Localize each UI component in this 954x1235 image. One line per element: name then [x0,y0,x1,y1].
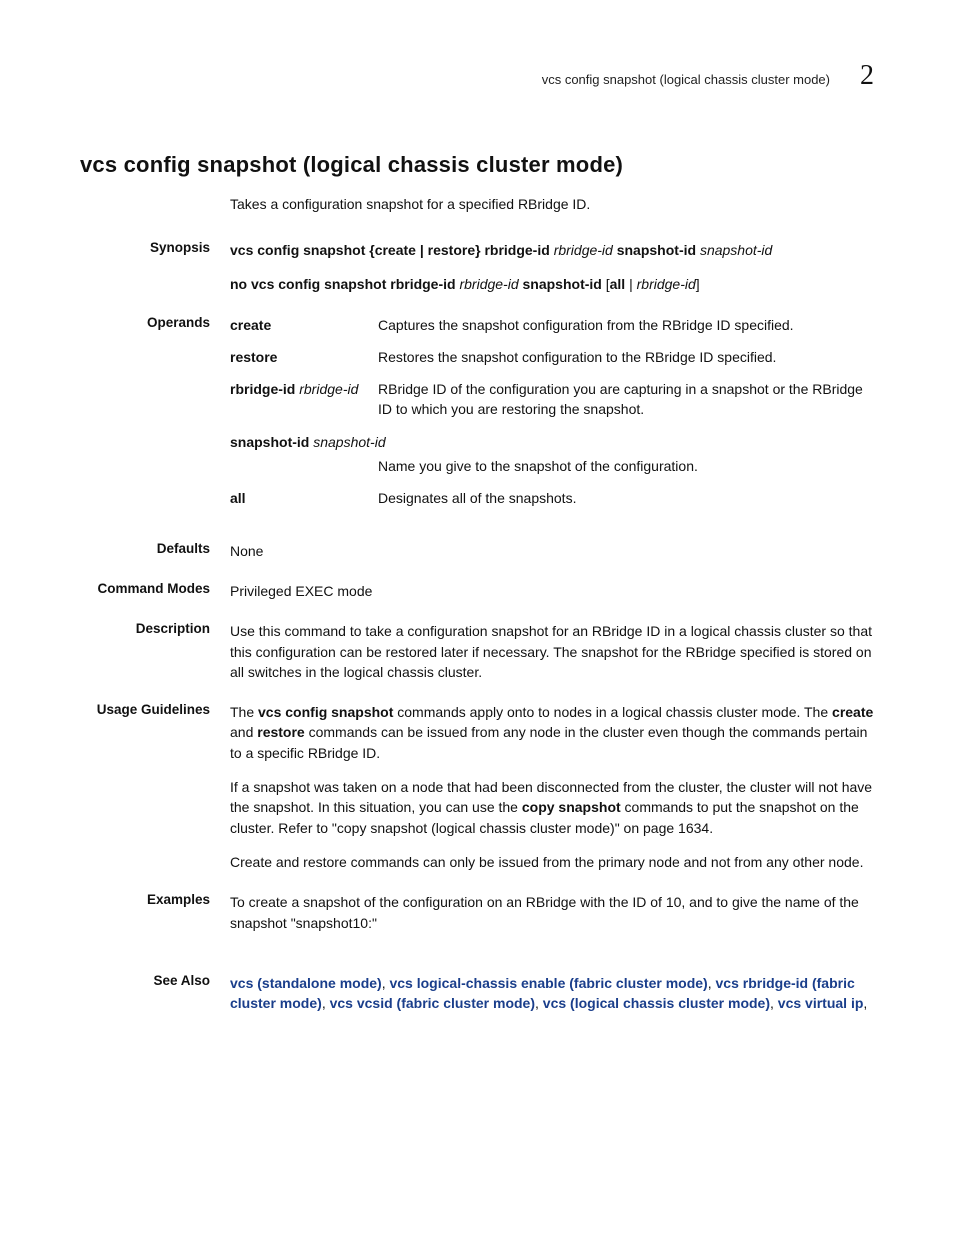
operands-content: create Captures the snapshot configurati… [230,315,874,521]
op-bold: rbridge-id [230,381,299,397]
u1a: The [230,704,258,720]
page: vcs config snapshot (logical chassis clu… [0,0,954,1235]
u2b: copy snapshot [522,799,621,815]
description-label: Description [80,621,230,682]
operand-desc: Name you give to the snapshot of the con… [378,456,874,476]
description-content: Use this command to take a configuration… [230,621,874,682]
op-bold: all [230,490,246,506]
u1g: commands can be issued from any node in … [230,724,867,760]
defaults-content: None [230,541,874,561]
syn1-p4: snapshot-id [700,242,772,258]
operand-term: create [230,315,378,335]
u1f: restore [257,724,304,740]
operands-label: Operands [80,315,230,521]
u1e: and [230,724,257,740]
see-also-link[interactable]: vcs (logical chassis cluster mode) [543,995,770,1011]
examples-label: Examples [80,892,230,933]
intro-text: Takes a configuration snapshot for a spe… [230,196,874,212]
syn2-p1: no vcs config snapshot rbridge-id [230,276,456,292]
operand-row: create Captures the snapshot configurati… [230,315,874,335]
section-operands: Operands create Captures the snapshot co… [80,315,874,521]
u1c: commands apply onto to nodes in a logica… [393,704,832,720]
operand-row: rbridge-id rbridge-id RBridge ID of the … [230,379,874,420]
sep: , [535,995,543,1011]
u1b: vcs config snapshot [258,704,393,720]
syn2-p8: ] [696,276,700,292]
usage-content: The vcs config snapshot commands apply o… [230,702,874,872]
section-see-also: See Also vcs (standalone mode), vcs logi… [80,973,874,1014]
operand-row: all Designates all of the snapshots. [230,488,874,508]
syn2-p5: all [610,276,626,292]
sep: , [708,975,716,991]
operand-row: restore Restores the snapshot configurat… [230,347,874,367]
op-bold: create [230,317,271,333]
defaults-label: Defaults [80,541,230,561]
op-ital: snapshot-id [313,434,385,450]
see-also-link[interactable]: vcs virtual ip [778,995,864,1011]
command-modes-content: Privileged EXEC mode [230,581,874,601]
synopsis-line2: no vcs config snapshot rbridge-id rbridg… [230,274,874,294]
usage-para1: The vcs config snapshot commands apply o… [230,702,874,763]
section-usage: Usage Guidelines The vcs config snapshot… [80,702,874,872]
running-header: vcs config snapshot (logical chassis clu… [80,60,874,92]
examples-content: To create a snapshot of the configuratio… [230,892,874,933]
u1d: create [832,704,873,720]
synopsis-label: Synopsis [80,240,230,295]
syn2-p6: | [625,276,636,292]
section-defaults: Defaults None [80,541,874,561]
syn1-p3: snapshot-id [617,242,696,258]
operand-desc: Restores the snapshot configuration to t… [378,347,874,367]
op-bold: restore [230,349,277,365]
usage-para3: Create and restore commands can only be … [230,852,874,872]
chapter-number: 2 [860,60,874,92]
operand-term: restore [230,347,378,367]
sep: , [770,995,778,1011]
syn2-p7: rbridge-id [637,276,696,292]
operand-term: all [230,488,378,508]
see-also-link[interactable]: vcs logical-chassis enable (fabric clust… [389,975,707,991]
running-title: vcs config snapshot (logical chassis clu… [542,72,830,87]
see-also-content: vcs (standalone mode), vcs logical-chass… [230,973,874,1014]
sep: , [322,995,330,1011]
section-command-modes: Command Modes Privileged EXEC mode [80,581,874,601]
usage-label: Usage Guidelines [80,702,230,872]
usage-para2: If a snapshot was taken on a node that h… [230,777,874,838]
op-ital: rbridge-id [299,381,358,397]
operand-term: snapshot-id snapshot-id [230,432,874,452]
operand-snapshot-id: snapshot-id snapshot-id Name you give to… [230,432,874,477]
see-also-link[interactable]: vcs (standalone mode) [230,975,382,991]
section-description: Description Use this command to take a c… [80,621,874,682]
operand-desc: RBridge ID of the configuration you are … [378,379,874,420]
section-examples: Examples To create a snapshot of the con… [80,892,874,933]
syn2-p2: rbridge-id [459,276,518,292]
command-modes-label: Command Modes [80,581,230,601]
synopsis-content: vcs config snapshot {create | restore} r… [230,240,874,295]
syn1-p2: rbridge-id [554,242,613,258]
op-bold: snapshot-id [230,434,313,450]
section-synopsis: Synopsis vcs config snapshot {create | r… [80,240,874,295]
operand-desc: Captures the snapshot configuration from… [378,315,874,335]
see-also-link[interactable]: vcs vcsid (fabric cluster mode) [330,995,535,1011]
operand-term: rbridge-id rbridge-id [230,379,378,420]
page-title: vcs config snapshot (logical chassis clu… [80,152,874,178]
syn1-p1: vcs config snapshot {create | restore} r… [230,242,550,258]
syn2-p3: snapshot-id [523,276,602,292]
synopsis-line1: vcs config snapshot {create | restore} r… [230,240,874,260]
see-also-label: See Also [80,973,230,1014]
sep: , [863,995,867,1011]
operand-desc: Designates all of the snapshots. [378,488,874,508]
